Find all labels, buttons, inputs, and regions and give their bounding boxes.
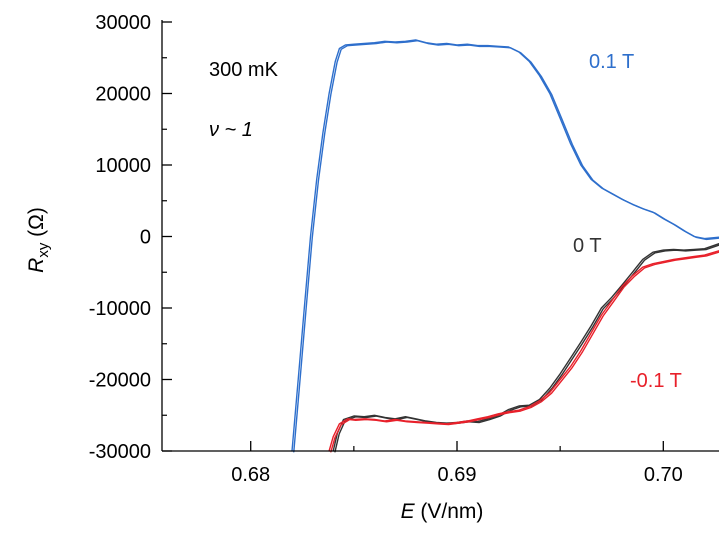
series-label-0T: 0 T: [573, 235, 602, 257]
y-tick-label: 10000: [95, 155, 151, 177]
y-axis-title: Rxy (Ω): [25, 207, 52, 273]
temperature-annotation: 300 mK: [209, 59, 279, 81]
series-label-0.1T: 0.1 T: [589, 51, 634, 73]
y-tick-label: 20000: [95, 84, 151, 106]
x-tick-label: 0.68: [231, 464, 270, 486]
series-line-0-sweep-b: [293, 40, 719, 453]
tick-layer: -30000 -20000 -10000 0 10000 20000 30000 0.68 0.…: [89, 12, 683, 486]
y-axis-title-subscript: xy: [35, 242, 52, 258]
series-label-minus-0.1T: -0.1 T: [630, 370, 682, 392]
x-axis-title: E (V/nm): [401, 500, 484, 523]
x-axis-title-unit: (V/nm): [415, 500, 484, 523]
x-tick-label: 0.70: [644, 464, 683, 486]
y-tick-label: -20000: [89, 370, 151, 392]
y-tick-label: 0: [140, 227, 151, 249]
x-tick-label: 0.69: [438, 464, 477, 486]
y-axis-title-unit: (Ω): [25, 207, 48, 243]
filling-factor-annotation: ν ~ 1: [209, 119, 253, 141]
y-tick-label: -10000: [89, 298, 151, 320]
y-tick-label: 30000: [95, 12, 151, 34]
series-layer: [291, 39, 719, 453]
series-line-1-sweep-b: [334, 244, 719, 453]
y-tick-label: -30000: [89, 441, 151, 463]
y-axis-title-symbol: R: [25, 258, 48, 273]
x-axis-title-symbol: E: [401, 500, 416, 523]
series-line-2-sweep-b: [330, 251, 719, 453]
